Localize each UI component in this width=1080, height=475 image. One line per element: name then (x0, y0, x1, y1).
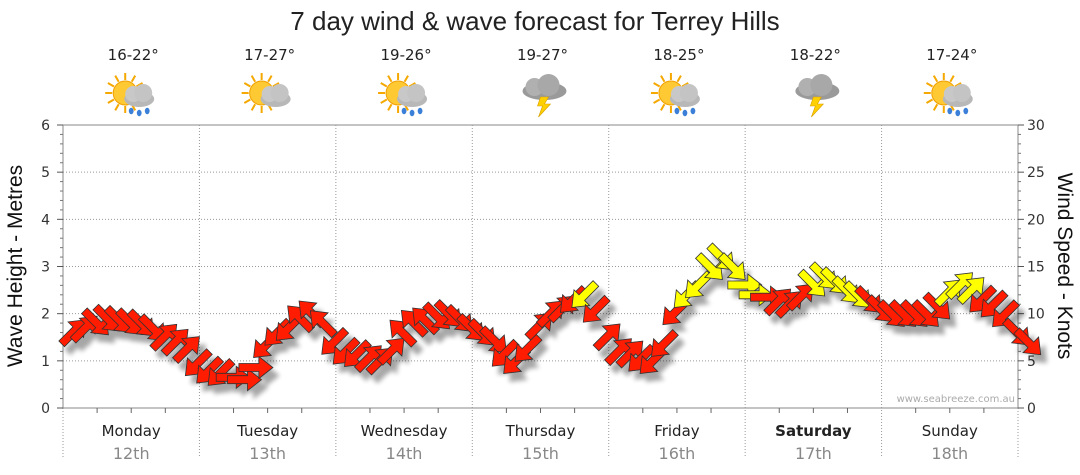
wind-arrow (535, 300, 564, 329)
right-tick-label: 5 (1027, 354, 1036, 370)
wind-arrow (376, 337, 405, 366)
day-name: Thursday (505, 422, 576, 440)
wind-arrow (1013, 327, 1042, 356)
left-tick-label: 5 (41, 165, 50, 181)
day-date: 12th (113, 444, 150, 463)
wind-arrow (922, 291, 951, 320)
temperature-range: 19-26° (381, 46, 432, 64)
day-date: 13th (249, 444, 286, 463)
chart-title: 7 day wind & wave forecast for Terrey Hi… (290, 6, 779, 36)
day-name: Saturday (775, 422, 852, 440)
wind-arrow (808, 261, 837, 290)
temperature-range: 19-27° (517, 46, 568, 64)
wind-arrow (582, 294, 611, 323)
sun-cloud-icon (241, 73, 291, 113)
right-tick-label: 10 (1027, 307, 1045, 323)
day-date: 18th (931, 444, 968, 463)
sun-rain-icon (923, 73, 973, 117)
left-tick-label: 0 (41, 401, 50, 417)
day-name: Friday (654, 422, 700, 440)
day-name: Tuesday (236, 422, 298, 440)
credit-text: www.seabreeze.com.au (897, 394, 1015, 405)
temperature-range: 17-24° (926, 46, 977, 64)
sun-rain-icon (378, 73, 428, 117)
wind-arrow (456, 312, 485, 341)
wind-arrow (842, 280, 871, 308)
left-tick-label: 4 (41, 212, 50, 228)
wind-arrow (478, 325, 507, 354)
left-tick-label: 2 (41, 307, 50, 323)
right-tick-label: 30 (1027, 118, 1045, 134)
temperature-range: 16-22° (108, 46, 159, 64)
wind-arrow (207, 357, 236, 386)
day-date: 16th (659, 444, 696, 463)
wind-arrow (831, 275, 860, 304)
day-name: Wednesday (361, 422, 448, 440)
right-tick-label: 25 (1027, 165, 1045, 181)
temperature-range: 18-22° (790, 46, 841, 64)
wind-arrows (58, 242, 1042, 392)
wind-arrow (651, 328, 679, 357)
left-tick-label: 1 (41, 354, 50, 370)
day-date: 15th (522, 444, 559, 463)
storm-icon (522, 74, 567, 118)
wind-arrow (717, 252, 746, 280)
right-tick-label: 0 (1027, 401, 1036, 417)
day-labels: Monday 12th Tuesday 13th Wednesday 14th Thursd… (102, 422, 978, 463)
day-name: Monday (102, 422, 161, 440)
sun-rain-icon (650, 73, 700, 117)
wind-arrow (694, 252, 723, 280)
sun-rain-icon (105, 73, 155, 117)
right-tick-label: 15 (1027, 260, 1045, 276)
left-axis: 0 1 2 3 4 5 6 (41, 118, 63, 417)
storm-icon (795, 74, 840, 118)
left-tick-label: 3 (41, 260, 50, 276)
temperature-range: 18-25° (653, 46, 704, 64)
temperature-range: 17-27° (244, 46, 295, 64)
wind-arrow (238, 355, 274, 380)
wind-arrow (137, 313, 166, 342)
right-tick-label: 20 (1027, 212, 1045, 228)
right-axis-label: Wind Speed - Knots (1053, 173, 1076, 360)
wind-arrow (309, 310, 338, 339)
wind-arrow (126, 308, 155, 337)
wind-arrow (785, 283, 814, 312)
wind-arrow (433, 298, 462, 327)
left-tick-label: 6 (41, 118, 50, 134)
left-axis-label: Wave Height - Metres (4, 165, 27, 367)
right-axis: 0 5 10 15 20 25 30 (1018, 118, 1045, 417)
wind-arrow (956, 277, 985, 306)
day-name: Sunday (922, 422, 978, 440)
wind-arrow (514, 333, 543, 362)
day-date: 17th (795, 444, 832, 463)
wind-arrow (171, 336, 200, 365)
weather-row: 16-22° 17-27° 19-26° 19-27° 18-25° 18-22° 17-2… (105, 46, 977, 118)
wind-arrow (571, 280, 600, 308)
day-date: 14th (386, 444, 423, 463)
